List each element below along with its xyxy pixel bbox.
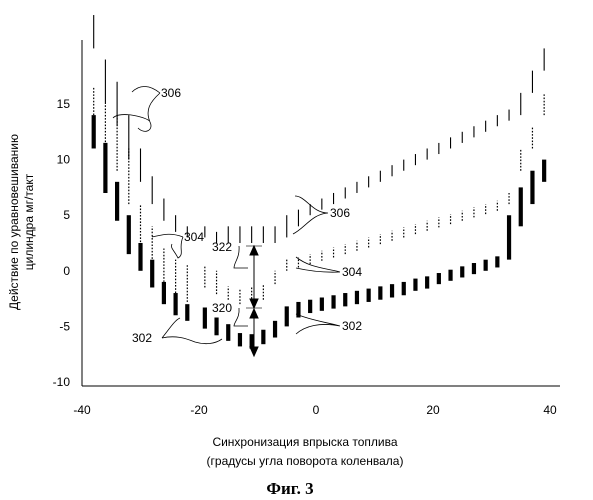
x-axis-label-line2: (градусы угла поворота коленвала) [207,454,404,468]
leader-302-right [296,314,340,334]
callout-label: 304 [342,265,362,279]
y-tick-labels: 15 10 5 0 -5 -10 [53,97,71,389]
x-tick-label: 0 [313,403,320,417]
leader-302-left [162,318,222,344]
y-tick-label: 15 [57,97,71,111]
x-tick-label: 20 [426,403,440,417]
x-tick-label: -40 [73,403,91,417]
y-axis-label-line1: Действие по уравновешиванию [7,134,21,310]
figure-caption: Фиг. 3 [266,479,313,498]
arrow-320-head-up [250,309,258,318]
leader-304-left [152,234,183,258]
arrow-322-head-up [250,246,258,255]
callout-label: 302 [342,319,362,333]
arrow-322-head-down [250,299,258,308]
y-axis-label-line2: цилиндра мг/такт [22,173,36,270]
callout-label: 306 [330,206,350,220]
y-tick-label: 0 [63,264,70,278]
callout-label: 306 [161,86,181,100]
leader-306-left [113,86,160,131]
x-tick-label: 40 [543,403,557,417]
y-tick-label: -5 [59,319,70,333]
callout-label: 304 [184,230,204,244]
data-marks [94,15,544,349]
leader-322 [234,246,248,268]
x-tick-label: -20 [190,403,208,417]
callout-label: 322 [212,240,232,254]
y-tick-label: -10 [53,375,71,389]
dimension-arrows [246,246,262,356]
x-tick-labels: -40 -20 0 20 40 [73,403,557,417]
y-tick-label: 10 [57,153,71,167]
arrow-320-head-down [250,347,258,356]
callout-label: 320 [212,301,232,315]
leader-304-right [296,257,340,272]
x-axis-label-line1: Синхронизация впрыска топлива [212,435,397,449]
y-tick-label: 5 [63,208,70,222]
callout-label: 302 [132,331,152,345]
leader-320 [234,308,248,326]
